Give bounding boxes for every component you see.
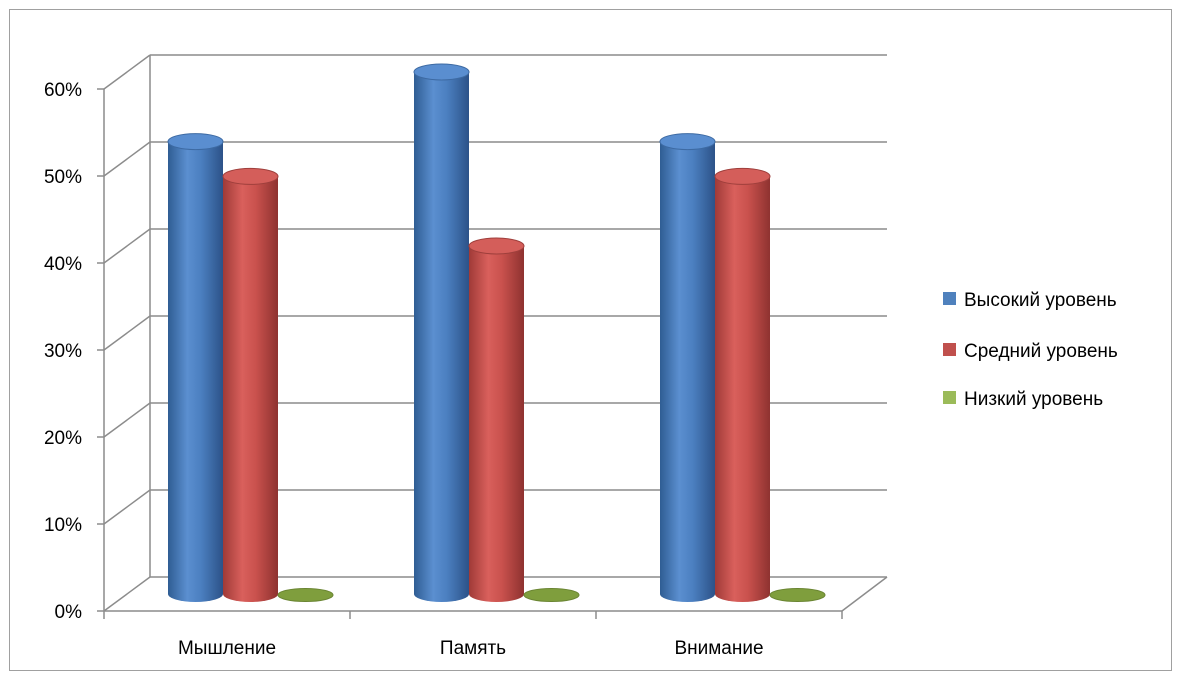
y-tick-label: 30% (44, 341, 82, 362)
bar (167, 133, 224, 602)
x-axis-labels: Мышление Память Внимание (178, 638, 764, 659)
gridline-depth (103, 489, 151, 525)
floor-right-edge (841, 576, 888, 612)
bar (523, 588, 580, 602)
y-tick-label: 10% (44, 515, 82, 536)
bar-top (468, 237, 525, 255)
bars (167, 63, 826, 602)
bar-body (660, 141, 715, 602)
gridline-depth (103, 576, 151, 612)
bar-body (223, 176, 278, 602)
bar-disk (769, 588, 826, 602)
axes (97, 55, 888, 619)
gridline-depth (103, 54, 151, 90)
x-category-label: Память (440, 638, 506, 659)
legend-label: Низкий уровень (964, 389, 1103, 410)
gridline-depth (103, 228, 151, 264)
y-tick-label: 20% (44, 428, 82, 449)
bar (222, 167, 279, 602)
bar (714, 167, 771, 602)
bar-body (469, 246, 524, 602)
legend-swatch (943, 391, 956, 404)
bar-top (222, 167, 279, 185)
y-tick-label: 60% (44, 80, 82, 101)
y-tick-label: 0% (55, 602, 83, 623)
y-tick-label: 50% (44, 167, 82, 188)
bar-disk (523, 588, 580, 602)
legend-swatch (943, 292, 956, 305)
bar-body (414, 72, 469, 602)
bar (769, 588, 826, 602)
bar (413, 63, 470, 602)
x-category-label: Мышление (178, 638, 276, 659)
gridline-depth (103, 141, 151, 177)
bar (468, 237, 525, 602)
legend: Высокий уровень Средний уровень Низкий уро… (943, 290, 1118, 410)
y-axis-labels: 0% 10% 20% 30% 40% 50% 60% (44, 80, 82, 623)
bar-disk (277, 588, 334, 602)
gridline-depth (103, 402, 151, 438)
bar (277, 588, 334, 602)
y-tick-label: 40% (44, 254, 82, 275)
bar (659, 133, 716, 602)
x-category-label: Внимание (674, 638, 763, 659)
bar-body (168, 141, 223, 602)
bar-top (714, 167, 771, 185)
gridline-depth (103, 315, 151, 351)
legend-swatch (943, 343, 956, 356)
bar-body (715, 176, 770, 602)
bar-top (413, 63, 470, 81)
bar-top (659, 133, 716, 151)
legend-label: Высокий уровень (964, 290, 1117, 311)
legend-label: Средний уровень (964, 341, 1118, 362)
bar-top (167, 133, 224, 151)
